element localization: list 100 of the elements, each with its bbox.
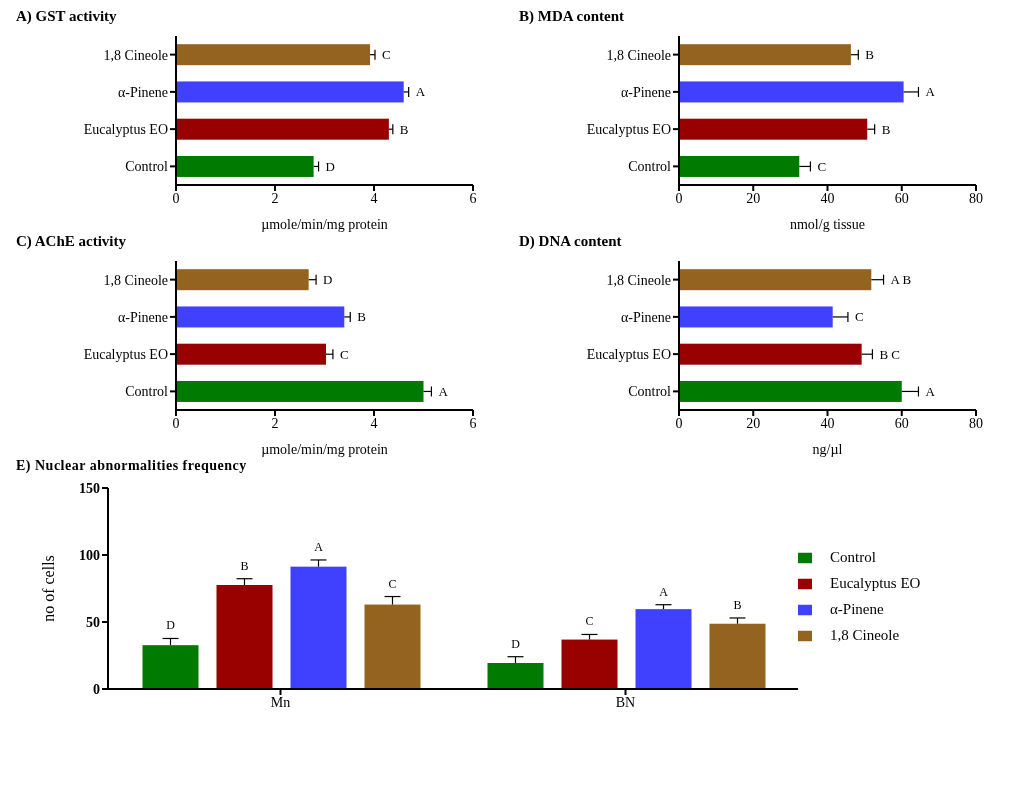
x-tick-label: 80 <box>969 190 983 206</box>
y-tick-label: Control <box>628 384 672 400</box>
y-tick-label: Eucalyptus EO <box>586 347 671 363</box>
bar <box>679 44 851 66</box>
data-label: D <box>325 158 335 174</box>
data-label: C <box>817 158 827 174</box>
y-tick-label: Control <box>125 384 169 400</box>
data-label: A <box>415 84 426 100</box>
y-tick-label: α-Pinene <box>620 84 671 100</box>
data-label: A <box>438 383 449 399</box>
y-tick-label: Eucalyptus EO <box>83 347 168 363</box>
x-tick-label: 2 <box>271 190 279 206</box>
x-tick-label: 20 <box>746 415 761 431</box>
bar <box>487 663 544 689</box>
legend-label: α-Pinene <box>830 600 884 617</box>
x-axis-title: µmole/min/mg protein <box>261 217 388 232</box>
x-tick-label: 4 <box>370 190 378 206</box>
bar <box>709 623 766 689</box>
bar <box>679 155 800 177</box>
bar <box>679 118 868 140</box>
x-tick-label: 0 <box>675 415 683 431</box>
data-label: D <box>511 636 521 651</box>
bar <box>679 81 904 103</box>
y-tick-label: 1,8 Cineole <box>606 47 671 63</box>
legend-label: Eucalyptus EO <box>830 574 921 591</box>
bar <box>142 645 199 689</box>
chart-title: D) DNA content <box>519 233 623 251</box>
data-label: A <box>925 383 936 399</box>
data-label: B <box>881 121 891 137</box>
bar <box>176 155 314 177</box>
bar <box>176 380 424 402</box>
x-tick-label: 80 <box>969 415 983 431</box>
y-tick-label: Control <box>628 159 672 175</box>
x-tick-label: 6 <box>469 415 477 431</box>
data-label: A <box>925 84 936 100</box>
chart-title: C) AChE activity <box>16 233 127 251</box>
legend-label: Control <box>830 548 876 565</box>
x-tick-label: 4 <box>370 415 378 431</box>
x-tick-label: 60 <box>894 415 909 431</box>
data-label: B <box>399 121 409 137</box>
x-axis-title: nmol/g tissue <box>789 217 866 232</box>
bar <box>679 306 833 328</box>
x-tick-label: 0 <box>172 415 180 431</box>
data-label: C <box>854 309 864 325</box>
bar <box>176 118 389 140</box>
y-tick-label: 1,8 Cineole <box>606 272 671 288</box>
x-tick-label: 20 <box>746 190 761 206</box>
x-tick-label: Mn <box>270 694 291 710</box>
legend-label: 1,8 Cineole <box>830 626 900 643</box>
bar <box>176 44 371 66</box>
x-axis-title: µmole/min/mg protein <box>261 442 388 457</box>
chart-title: B) MDA content <box>519 8 625 26</box>
bar <box>561 639 618 689</box>
x-tick-label: BN <box>615 694 636 710</box>
y-tick-label: 1,8 Cineole <box>103 272 168 288</box>
x-tick-label: 40 <box>820 190 835 206</box>
chart-title: A) GST activity <box>16 8 118 26</box>
y-tick-label: α-Pinene <box>117 309 168 325</box>
y-tick-label: 0 <box>93 681 100 697</box>
y-tick-label: Eucalyptus EO <box>83 122 168 138</box>
y-tick-label: 50 <box>86 614 100 630</box>
bar <box>635 609 692 689</box>
bar <box>176 269 309 291</box>
y-tick-label: Eucalyptus EO <box>586 122 671 138</box>
data-label: B <box>240 558 249 573</box>
bar <box>176 343 326 365</box>
bar <box>290 566 347 689</box>
data-label: C <box>585 614 594 629</box>
data-label: C <box>381 47 391 63</box>
data-label: D <box>323 272 333 288</box>
y-tick-label: Control <box>125 159 169 175</box>
bar <box>679 380 902 402</box>
chart-title: E) Nuclear abnormalities frequency <box>16 458 248 475</box>
data-label: C <box>388 576 397 591</box>
x-tick-label: 2 <box>271 415 279 431</box>
x-tick-label: 0 <box>172 190 180 206</box>
data-label: B <box>865 47 875 63</box>
bar <box>216 585 273 689</box>
data-label: A B <box>890 272 912 288</box>
y-tick-label: 150 <box>79 480 100 496</box>
x-tick-label: 0 <box>675 190 683 206</box>
data-label: C <box>339 346 349 362</box>
data-label: B <box>733 597 742 612</box>
y-tick-label: 100 <box>79 547 100 563</box>
data-label: D <box>166 618 176 633</box>
data-label: A <box>314 539 324 554</box>
x-axis-title: ng/µl <box>812 442 843 457</box>
x-tick-label: 6 <box>469 190 477 206</box>
x-tick-label: 40 <box>820 415 835 431</box>
bar <box>176 81 404 103</box>
bar <box>679 269 872 291</box>
x-tick-label: 60 <box>894 190 909 206</box>
data-label: B <box>357 309 367 325</box>
y-axis-title: no of cells <box>39 555 57 622</box>
bar <box>176 306 345 328</box>
bar <box>679 343 862 365</box>
y-tick-label: 1,8 Cineole <box>103 47 168 63</box>
data-label: A <box>659 584 669 599</box>
bar <box>364 604 421 689</box>
y-tick-label: α-Pinene <box>620 309 671 325</box>
